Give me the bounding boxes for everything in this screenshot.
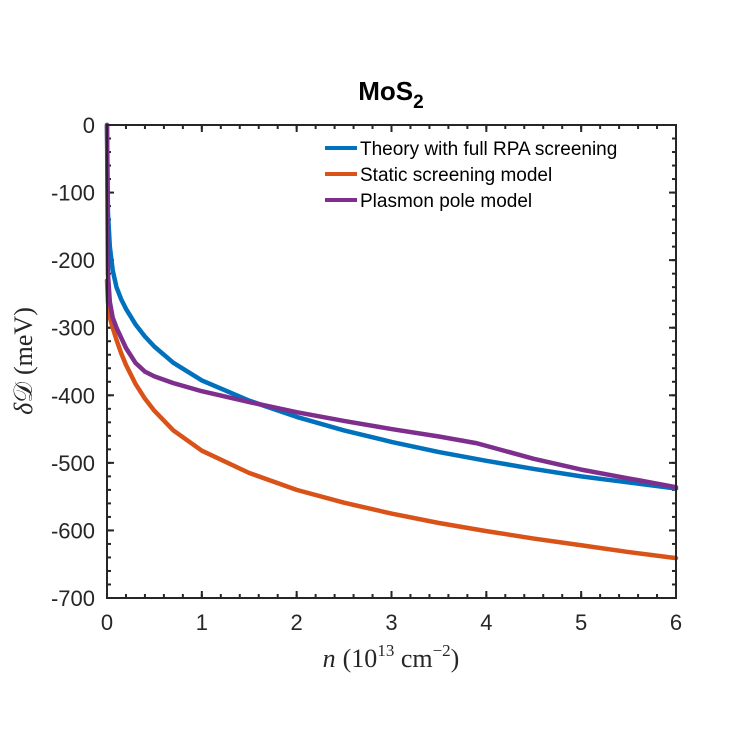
x-axis-var: n [323,644,336,673]
x-tick-label: 1 [196,610,208,635]
legend: Theory with full RPA screening Static sc… [320,135,668,215]
x-axis-unit: cm [394,644,432,673]
title-subscript: 2 [413,92,424,113]
legend-label-rpa: Theory with full RPA screening [360,139,617,160]
y-axis-sym: 𝒟 [9,382,38,403]
series-lines [104,122,679,561]
y-axis-label: δ𝒟 (meV) [9,307,38,415]
y-tick-label: -500 [51,451,95,476]
x-tick-label: 2 [291,610,303,635]
series-line-static [104,278,679,561]
x-axis-open: (10 [343,644,378,673]
x-axis-exp: 13 [377,641,394,660]
x-tick-label: 6 [670,610,682,635]
series-line-rpa [104,122,679,491]
tick-labels: 0 1 2 3 4 5 6 0 -100 -200 -300 -400 -500 -600 -700 [51,113,682,635]
series-line-plasmon [104,122,679,490]
x-tick-label: 5 [575,610,587,635]
title-main: MoS [358,76,413,106]
x-axis-close: ) [451,644,460,673]
legend-box [320,135,668,215]
y-tick-label: -400 [51,383,95,408]
plot-frame [106,124,677,599]
y-tick-label: 0 [83,113,95,138]
x-axis-label: n (1013 cm−2) [323,641,460,673]
y-tick-label: -100 [51,181,95,206]
legend-label-static: Static screening model [360,165,552,186]
x-tick-label: 4 [480,610,492,635]
y-axis-unit: (meV) [9,307,38,375]
y-tick-label: -200 [51,248,95,273]
x-tick-label: 3 [385,610,397,635]
x-tick-label: 0 [101,610,113,635]
y-tick-label: -300 [51,316,95,341]
chart-title: MoS2 [358,76,423,113]
y-tick-label: -700 [51,586,95,611]
x-axis-unit-exp: −2 [433,641,451,660]
y-axis-var: δ [9,402,38,415]
y-tick-label: -600 [51,518,95,543]
legend-label-plasmon: Plasmon pole model [360,191,532,212]
